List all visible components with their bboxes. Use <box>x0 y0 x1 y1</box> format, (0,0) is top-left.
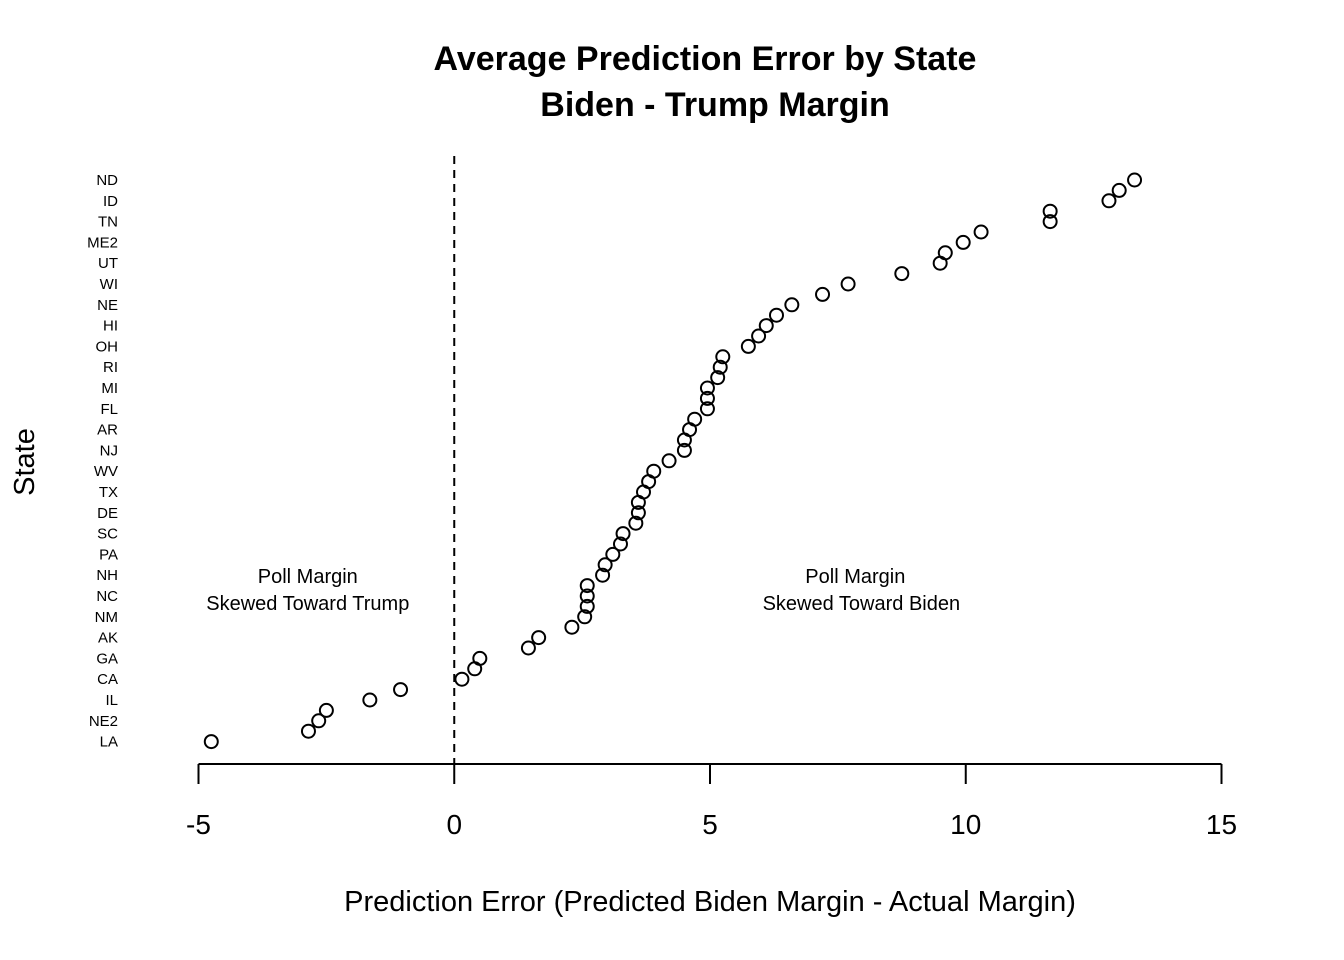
state-label-ut: UT <box>98 255 118 272</box>
data-point <box>564 619 580 635</box>
state-label-la: LA <box>100 734 118 751</box>
data-point <box>699 401 715 417</box>
chart-title: Average Prediction Error by State <box>434 40 977 78</box>
state-label-oh: OH <box>96 338 119 355</box>
data-point <box>676 432 692 448</box>
state-label-ar: AR <box>97 422 118 439</box>
data-point <box>1042 214 1058 230</box>
data-point <box>932 255 948 271</box>
data-points <box>203 172 1143 750</box>
state-label-il: IL <box>105 692 118 709</box>
data-point <box>758 318 774 334</box>
data-point <box>699 380 715 396</box>
annotation-biden-line1: Poll Margin <box>805 566 905 588</box>
annotation-trump-line2: Skewed Toward Trump <box>206 593 409 615</box>
data-point <box>715 349 731 365</box>
data-point <box>751 328 767 344</box>
data-point <box>612 536 628 552</box>
data-point <box>628 515 644 531</box>
data-point <box>661 453 677 469</box>
state-label-mi: MI <box>101 380 118 397</box>
state-label-ri: RI <box>103 359 118 376</box>
data-point <box>740 338 756 354</box>
x-tick-label: 10 <box>950 809 981 840</box>
state-label-nc: NC <box>96 588 118 605</box>
data-point <box>605 546 621 562</box>
data-point <box>1127 172 1143 188</box>
data-point <box>203 734 219 750</box>
data-point <box>300 723 316 739</box>
state-label-ne: NE <box>97 297 118 314</box>
data-point <box>710 370 726 386</box>
data-point <box>1101 193 1117 209</box>
data-point <box>520 640 536 656</box>
annotation-biden-line2: Skewed Toward Biden <box>763 593 961 615</box>
data-point <box>973 224 989 240</box>
state-label-de: DE <box>97 505 118 522</box>
x-tick-label: -5 <box>186 809 211 840</box>
data-point <box>393 682 409 698</box>
state-label-nm: NM <box>95 609 118 626</box>
data-point <box>311 713 327 729</box>
data-point <box>531 630 547 646</box>
x-axis-label: Prediction Error (Predicted Biden Margin… <box>344 886 1076 918</box>
data-point <box>955 234 971 250</box>
x-tick-label: 0 <box>446 809 462 840</box>
data-point <box>630 505 646 521</box>
data-point <box>615 526 631 542</box>
state-label-nj: NJ <box>100 442 118 459</box>
data-point <box>712 359 728 375</box>
state-label-ne2: NE2 <box>89 713 118 730</box>
data-point <box>467 661 483 677</box>
data-point <box>784 297 800 313</box>
y-axis-state-labels: ND ID TN ME2 UT WI NE HI OH RI MI FL AR NJ WV TX DE SC PA N… <box>87 172 118 751</box>
x-tick-label: 5 <box>702 809 718 840</box>
state-label-id: ID <box>103 193 118 210</box>
data-point <box>362 692 378 708</box>
chart-subtitle: Biden - Trump Margin <box>540 86 889 124</box>
data-point <box>630 494 646 510</box>
state-label-fl: FL <box>100 401 118 418</box>
x-axis: -5 0 5 10 15 <box>186 763 1237 840</box>
data-point <box>318 702 334 718</box>
data-point <box>579 578 595 594</box>
state-label-me2: ME2 <box>87 234 118 251</box>
data-point <box>595 567 611 583</box>
data-point <box>768 307 784 323</box>
x-tick-label: 15 <box>1206 809 1237 840</box>
data-point <box>579 588 595 604</box>
state-label-wv: WV <box>94 463 118 480</box>
data-point <box>597 557 613 573</box>
state-label-nh: NH <box>96 567 118 584</box>
annotation-trump-line1: Poll Margin <box>258 566 358 588</box>
state-label-wi: WI <box>100 276 118 293</box>
data-point <box>840 276 856 292</box>
y-axis-label: State <box>9 428 41 496</box>
data-point <box>1111 182 1127 198</box>
state-label-hi: HI <box>103 318 118 335</box>
data-point <box>579 598 595 614</box>
state-label-ca: CA <box>97 671 118 688</box>
state-label-nd: ND <box>96 172 118 189</box>
data-point <box>454 671 470 687</box>
data-point <box>1042 203 1058 219</box>
data-point <box>676 442 692 458</box>
data-point <box>699 390 715 406</box>
data-point <box>577 609 593 625</box>
state-label-tn: TN <box>98 214 118 231</box>
state-label-ak: AK <box>98 630 118 647</box>
state-label-tx: TX <box>99 484 118 501</box>
state-label-sc: SC <box>97 526 118 543</box>
data-point <box>815 286 831 302</box>
state-label-ga: GA <box>96 650 118 667</box>
state-label-pa: PA <box>99 546 118 563</box>
data-point <box>894 266 910 282</box>
